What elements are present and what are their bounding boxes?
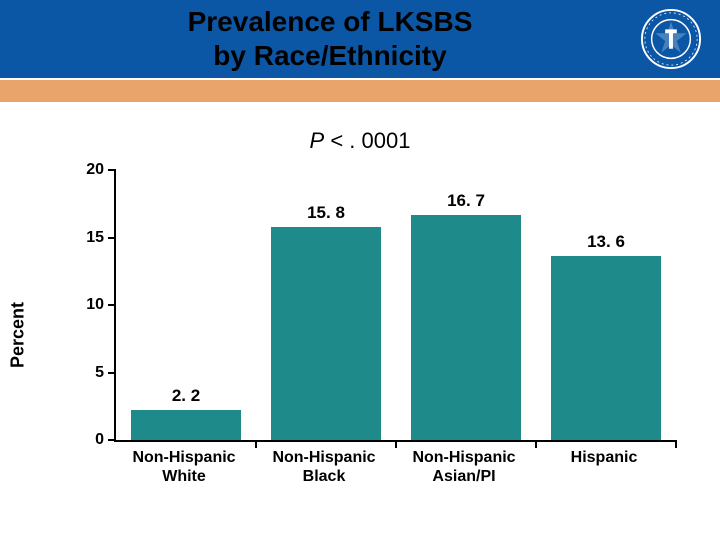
bar-value-label: 2. 2: [172, 386, 200, 406]
y-tick-label: 20: [86, 161, 116, 179]
ri-doh-seal-icon: [640, 8, 702, 70]
bar-value-label: 16. 7: [447, 191, 485, 211]
bar: [271, 227, 380, 440]
p-value-text: P < . 0001: [0, 128, 720, 154]
category-label: Non-Hispanic Asian/PI: [412, 448, 515, 486]
p-value-symbol: P: [310, 128, 325, 153]
x-tick: [255, 440, 257, 448]
y-tick-label: 0: [95, 431, 116, 449]
p-value-number: < . 0001: [324, 128, 410, 153]
slide: Prevalence of LKSBS by Race/Ethnicity P …: [0, 0, 720, 540]
slide-title: Prevalence of LKSBS by Race/Ethnicity: [0, 0, 720, 79]
plot-area: 051015202. 215. 816. 713. 6: [114, 170, 676, 442]
x-tick: [675, 440, 677, 448]
bar: [411, 215, 520, 440]
y-axis-label: Percent: [8, 302, 29, 368]
accent-band: [0, 78, 720, 102]
bar: [131, 410, 240, 440]
category-label: Non-Hispanic Black: [272, 448, 375, 486]
bar-chart: Percent 051015202. 215. 816. 713. 6 Non-…: [64, 170, 684, 500]
y-tick-label: 10: [86, 296, 116, 314]
category-label: Hispanic: [571, 448, 638, 467]
header-bar: Prevalence of LKSBS by Race/Ethnicity: [0, 0, 720, 78]
bar-value-label: 13. 6: [587, 232, 625, 252]
bar-value-label: 15. 8: [307, 203, 345, 223]
bar: [551, 256, 660, 440]
title-line-1: Prevalence of LKSBS: [188, 6, 473, 37]
x-tick: [395, 440, 397, 448]
x-tick: [535, 440, 537, 448]
category-label: Non-Hispanic White: [132, 448, 235, 486]
y-tick-label: 5: [95, 364, 116, 382]
title-line-2: by Race/Ethnicity: [213, 40, 446, 71]
y-tick-label: 15: [86, 229, 116, 247]
